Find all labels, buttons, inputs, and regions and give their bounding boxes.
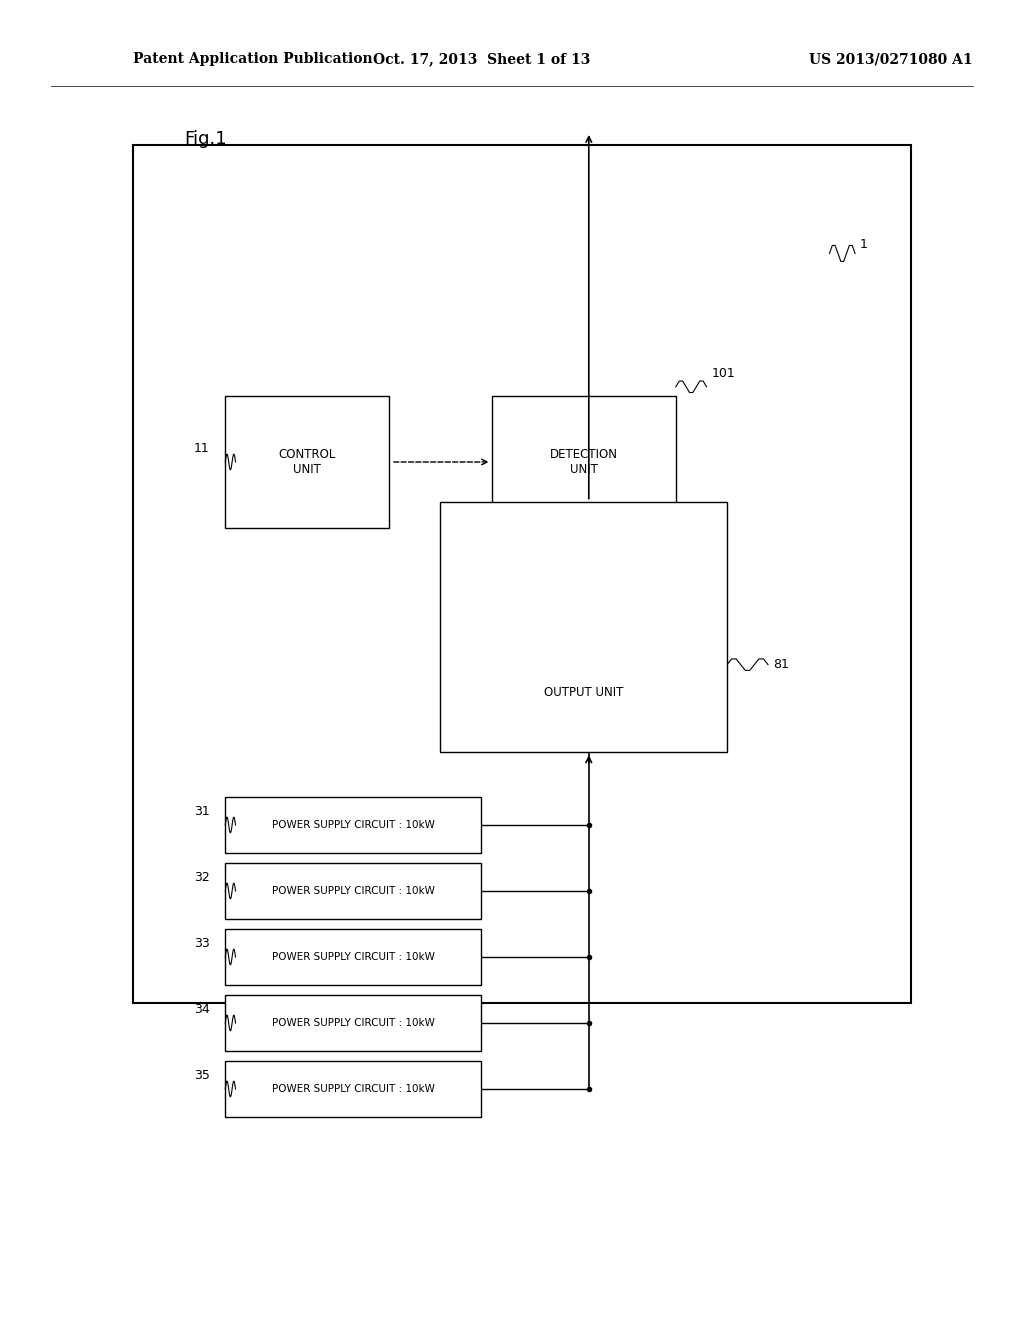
FancyBboxPatch shape (225, 995, 481, 1051)
FancyBboxPatch shape (225, 797, 481, 853)
Text: POWER SUPPLY CIRCUIT : 10kW: POWER SUPPLY CIRCUIT : 10kW (271, 886, 435, 896)
Text: 32: 32 (195, 871, 210, 884)
Text: POWER SUPPLY CIRCUIT : 10kW: POWER SUPPLY CIRCUIT : 10kW (271, 1084, 435, 1094)
Text: OUTPUT UNIT: OUTPUT UNIT (544, 686, 624, 700)
Text: Fig.1: Fig.1 (184, 129, 227, 148)
Text: 31: 31 (195, 805, 210, 818)
FancyBboxPatch shape (225, 1061, 481, 1117)
Text: 1: 1 (860, 238, 868, 251)
Text: POWER SUPPLY CIRCUIT : 10kW: POWER SUPPLY CIRCUIT : 10kW (271, 1018, 435, 1028)
FancyBboxPatch shape (492, 396, 676, 528)
Text: 81: 81 (773, 659, 790, 671)
Text: US 2013/0271080 A1: US 2013/0271080 A1 (809, 53, 973, 66)
Text: 34: 34 (195, 1003, 210, 1016)
FancyBboxPatch shape (225, 396, 389, 528)
Text: 101: 101 (712, 367, 735, 380)
Text: 33: 33 (195, 937, 210, 950)
Text: Patent Application Publication: Patent Application Publication (133, 53, 373, 66)
FancyBboxPatch shape (440, 502, 727, 752)
Text: POWER SUPPLY CIRCUIT : 10kW: POWER SUPPLY CIRCUIT : 10kW (271, 952, 435, 962)
FancyBboxPatch shape (133, 145, 911, 1003)
Text: POWER SUPPLY CIRCUIT : 10kW: POWER SUPPLY CIRCUIT : 10kW (271, 820, 435, 830)
Text: DETECTION
UNIT: DETECTION UNIT (550, 447, 617, 477)
Text: 11: 11 (195, 442, 210, 455)
FancyBboxPatch shape (225, 929, 481, 985)
Text: Oct. 17, 2013  Sheet 1 of 13: Oct. 17, 2013 Sheet 1 of 13 (373, 53, 590, 66)
FancyBboxPatch shape (225, 863, 481, 919)
Text: 35: 35 (194, 1069, 210, 1082)
Text: CONTROL
UNIT: CONTROL UNIT (279, 447, 336, 477)
